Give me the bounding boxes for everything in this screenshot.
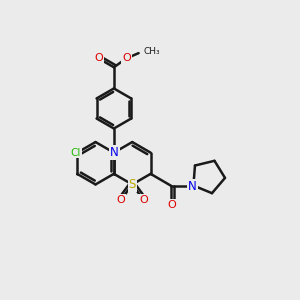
Text: O: O — [167, 200, 176, 210]
Text: N: N — [110, 146, 119, 159]
Text: O: O — [122, 53, 130, 63]
Text: S: S — [129, 178, 136, 191]
Text: O: O — [139, 195, 148, 205]
Text: N: N — [188, 179, 197, 193]
Text: O: O — [117, 195, 125, 205]
Text: O: O — [94, 53, 103, 63]
Text: CH₃: CH₃ — [144, 47, 160, 56]
Text: Cl: Cl — [70, 148, 81, 158]
